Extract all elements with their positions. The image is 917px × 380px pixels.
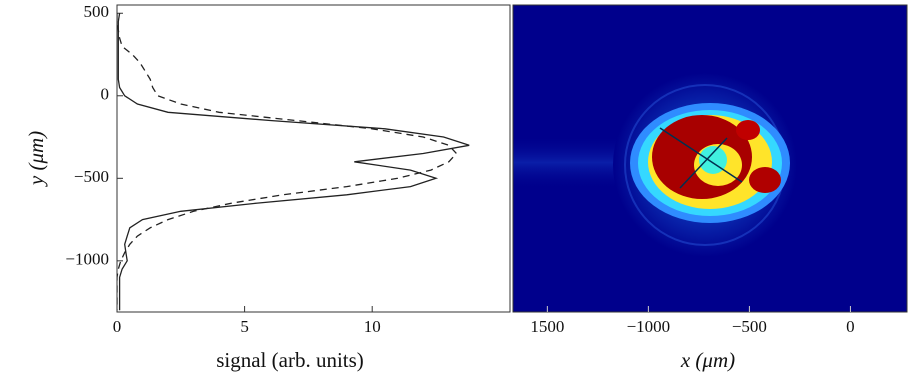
x-tick-label: 0	[846, 317, 855, 336]
y-tick-label: −500	[74, 167, 109, 186]
y-axis-label: y (μm)	[24, 131, 48, 187]
x-tick-label: 0	[113, 317, 122, 336]
heatmap-image	[513, 5, 907, 312]
x-axis-label: signal (arb. units)	[216, 348, 364, 372]
x-tick-label: −500	[732, 317, 767, 336]
y-tick-label: 500	[84, 2, 110, 21]
x-tick-label: −1000	[627, 317, 671, 336]
x-tick-label: 1500	[530, 317, 564, 336]
y-tick-label: −1000	[65, 250, 109, 269]
plot-lines	[117, 13, 469, 310]
signal-line	[118, 13, 469, 310]
y-tick-label: 0	[101, 85, 110, 104]
x-axis-label: x (μm)	[680, 348, 735, 372]
signal-line	[117, 13, 456, 310]
x-tick-label: 5	[240, 317, 249, 336]
figure: y (μm) signal (arb. units) x (μm) 5000−5…	[0, 0, 917, 380]
x-tick-label: 10	[364, 317, 381, 336]
